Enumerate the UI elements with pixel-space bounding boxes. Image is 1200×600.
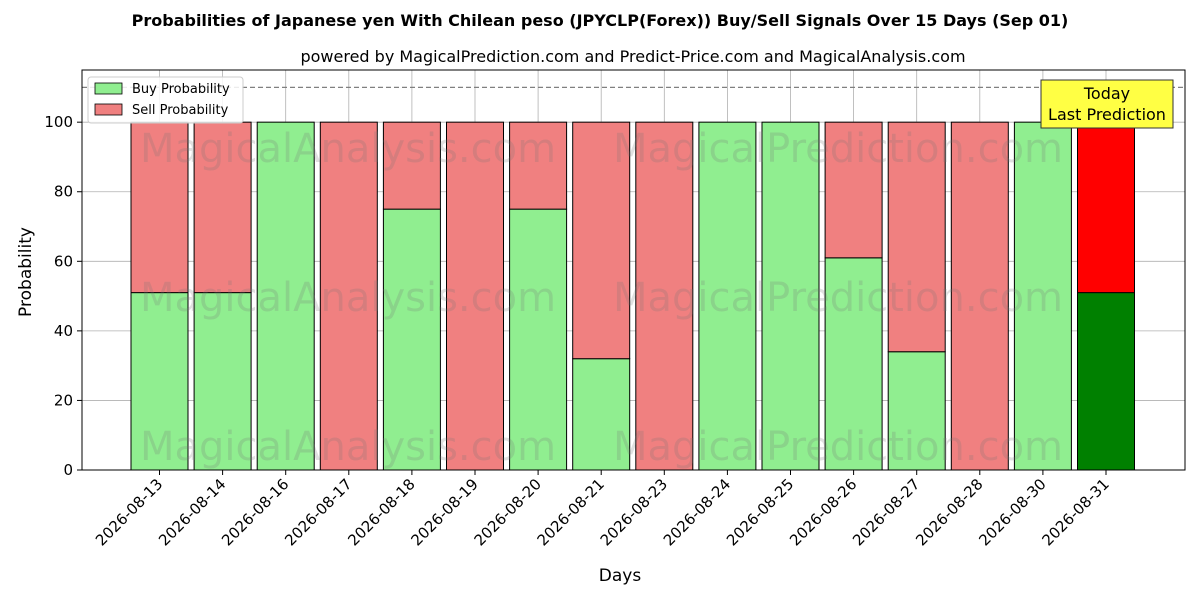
x-tick-label: 2026-08-25 [723, 475, 797, 549]
y-tick-label: 40 [54, 322, 73, 340]
bar-sell [635, 121, 694, 471]
y-tick-label: 80 [54, 183, 73, 201]
x-tick-label: 2026-08-24 [660, 475, 734, 549]
legend-label-buy: Buy Probability [132, 82, 230, 97]
bar-buy [698, 121, 757, 471]
x-tick-label: 2026-08-23 [597, 475, 671, 549]
bar-sell [446, 121, 504, 471]
bar-sell [824, 121, 883, 259]
watermark-text: MagicalAnalysis.com [140, 126, 556, 172]
y-axis-label: Probability [16, 227, 36, 317]
x-tick-label: 2026-08-27 [849, 475, 923, 549]
x-tick-label: 2026-08-31 [1038, 475, 1112, 549]
y-tick-label: 100 [44, 113, 73, 131]
x-axis: 2026-08-132026-08-142026-08-162026-08-17… [92, 470, 1113, 549]
watermark-text: MagicalAnalysis.com [140, 275, 556, 321]
bar-buy [572, 358, 631, 471]
watermark-text: MagicalPrediction.com [613, 126, 1063, 172]
bar-sell [319, 121, 378, 471]
watermark-text: MagicalPrediction.com [613, 424, 1063, 470]
bar-buy [256, 121, 315, 471]
annotation-last-prediction: Last Prediction [1048, 105, 1166, 124]
x-tick-label: 2026-08-28 [912, 475, 986, 549]
x-axis-label: Days [599, 566, 642, 586]
x-tick-label: 2026-08-16 [218, 475, 292, 549]
y-axis: 0 20 40 60 80 100 [44, 113, 82, 479]
legend-swatch-buy [94, 82, 123, 95]
bar-buy [824, 257, 883, 471]
x-tick-label: 2026-08-14 [155, 475, 229, 549]
bar-sell [1077, 121, 1135, 294]
bar-sell [572, 121, 631, 360]
bar-sell [382, 121, 441, 210]
bar-sell [950, 121, 1009, 471]
x-tick-label: 2026-08-17 [281, 475, 355, 549]
watermark-text: MagicalPrediction.com [613, 275, 1063, 321]
bar-buy [1077, 292, 1135, 471]
bar-sell [887, 121, 946, 353]
bar-buy [382, 208, 441, 471]
x-tick-label: 2026-08-21 [534, 475, 608, 549]
y-tick-label: 20 [54, 391, 73, 409]
legend-swatch-sell [94, 103, 123, 116]
watermarks: MagicalAnalysis.com MagicalPrediction.com… [140, 126, 1063, 470]
legend-label-sell: Sell Probability [132, 103, 229, 118]
bar-sell [130, 121, 189, 294]
x-tick-label: 2026-08-19 [407, 475, 481, 549]
x-tick-label: 2026-08-18 [344, 475, 418, 549]
annotation-today: Today [1083, 84, 1130, 103]
bar-sell [509, 121, 568, 210]
today-annotation: Today Last Prediction [1040, 79, 1174, 129]
x-tick-label: 2026-08-26 [786, 475, 860, 549]
x-tick-label: 2026-08-20 [471, 475, 545, 549]
chart-title: Probabilities of Japanese yen With Chile… [132, 11, 1069, 30]
bar-buy [887, 351, 946, 471]
chart-subtitle: powered by MagicalPrediction.com and Pre… [300, 47, 965, 66]
legend: Buy Probability Sell Probability [87, 76, 244, 124]
legend-box [87, 76, 244, 124]
annotation-box [1040, 79, 1174, 129]
bars [130, 121, 1135, 471]
watermark-text: MagicalAnalysis.com [140, 424, 556, 470]
y-tick-label: 0 [63, 461, 73, 479]
bar-buy [1013, 121, 1072, 471]
plot-frame [81, 69, 1186, 471]
y-tick-label: 60 [54, 252, 73, 270]
x-tick-label: 2026-08-30 [975, 475, 1049, 549]
bar-buy [761, 121, 820, 471]
bar-buy [193, 292, 252, 471]
bar-buy [509, 208, 568, 471]
x-tick-label: 2026-08-13 [92, 475, 166, 549]
